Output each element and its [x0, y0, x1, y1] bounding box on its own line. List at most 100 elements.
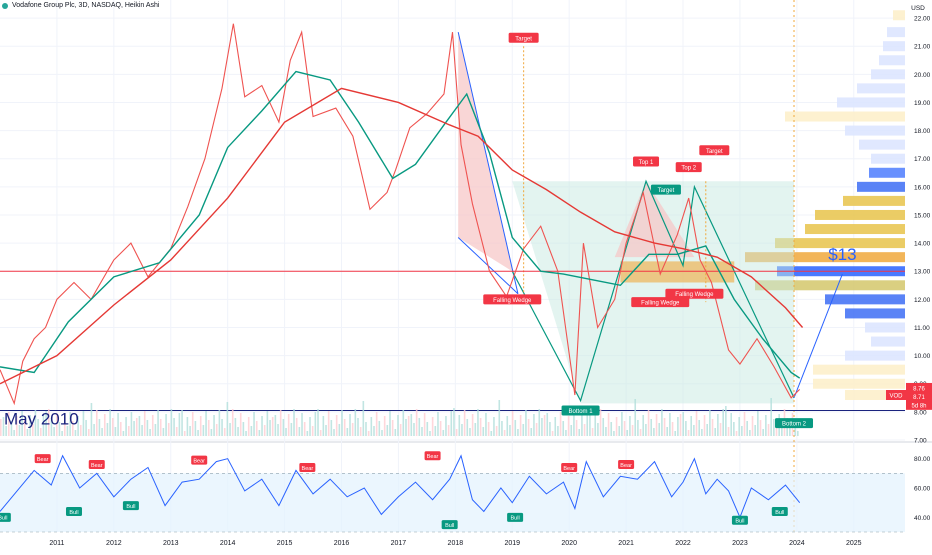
volume-bar: [303, 422, 306, 436]
rsi-signal-label: Bear: [620, 463, 632, 469]
volume-bar: [775, 428, 778, 436]
volume-bar: [639, 429, 642, 436]
x-tick-label: 2011: [49, 540, 64, 547]
volume-bar: [485, 413, 487, 436]
y-tick-label: 20.00: [914, 72, 931, 79]
volume-profile-bar: [859, 139, 905, 150]
volume-profile-bar: [871, 69, 905, 80]
volume-bar: [111, 418, 114, 436]
y-tick-label: 17.00: [914, 156, 931, 163]
volume-bar: [367, 431, 370, 436]
volume-bar: [477, 409, 479, 436]
rsi-signal-tag: [424, 451, 441, 461]
rsi-tick-label: 40.00: [914, 515, 931, 522]
volume-bar: [178, 413, 181, 436]
volume-bar: [426, 422, 429, 436]
annotation-tag: [775, 418, 814, 429]
volume-bar: [722, 409, 724, 436]
volume-bar: [493, 417, 495, 436]
volume-bar: [583, 424, 586, 436]
rsi-signal-tag: [0, 512, 11, 522]
volume-bar: [221, 419, 223, 436]
symbol-header[interactable]: Vodafone Group Plc, 3D, NASDAQ, Heikin A…: [2, 2, 159, 9]
volume-bar: [87, 429, 90, 436]
volume-bar: [522, 424, 525, 436]
rsi-signal-tag: [299, 462, 316, 472]
volume-bar: [229, 423, 231, 436]
volume-bar: [455, 429, 458, 436]
volume-bar: [183, 431, 186, 436]
volume-bar: [501, 421, 503, 436]
y-tick-label: 15.00: [914, 212, 931, 219]
volume-bar: [55, 413, 58, 436]
volume-bar: [234, 418, 237, 436]
volume-bar: [71, 421, 74, 436]
volume-bar: [378, 421, 381, 436]
volume-profile-bar: [815, 209, 905, 220]
volume-profile-bar: [837, 97, 905, 108]
volume-bar: [533, 414, 535, 436]
rsi-signal-tag: [441, 520, 458, 530]
y-tick-label: 8.00: [914, 409, 927, 416]
volume-bar: [530, 428, 533, 436]
volume-bar: [535, 423, 538, 436]
volume-bar: [599, 409, 602, 436]
x-tick-label: 2023: [732, 540, 748, 547]
start-date-label: May 2010: [4, 410, 79, 429]
volume-bar: [103, 414, 106, 436]
x-tick-label: 2020: [561, 540, 577, 547]
volume-bar: [314, 412, 317, 436]
volume-bar: [263, 425, 266, 436]
volume-bar: [125, 417, 127, 436]
volume-bar: [458, 415, 461, 436]
volume-bar: [333, 429, 335, 436]
volume-bar: [258, 430, 261, 436]
volume-bar: [34, 410, 37, 436]
rsi-signal-label: Bear: [302, 466, 314, 472]
price-marker: [906, 391, 932, 402]
volume-bar: [570, 425, 573, 436]
volume-bar: [613, 431, 615, 436]
volume-bar: [743, 412, 746, 436]
volume-bar: [623, 421, 626, 436]
volume-profile-bar: [857, 181, 905, 192]
volume-bar: [495, 426, 498, 436]
annotation-label: Target: [706, 149, 723, 155]
annotation-tag: [561, 405, 600, 416]
volume-bar: [37, 419, 39, 436]
volume-bar: [581, 415, 583, 436]
volume-bar: [114, 427, 117, 436]
volume-bar: [261, 416, 263, 436]
volume-bar: [762, 429, 764, 436]
volume-bar: [106, 423, 109, 436]
volume-bar: [466, 419, 469, 436]
volume-bar: [690, 416, 693, 436]
volume-bar: [343, 419, 346, 436]
price-target-label: $13: [828, 245, 856, 264]
annotation-label: Falling Wedge: [675, 292, 714, 298]
volume-bar: [402, 410, 405, 436]
volume-bar: [31, 424, 34, 436]
volume-bar: [511, 411, 514, 436]
volume-bar: [589, 407, 591, 436]
volume-bar: [421, 427, 423, 436]
volume-bar: [159, 419, 162, 436]
volume-bar: [509, 425, 511, 436]
volume-bar: [133, 421, 135, 436]
volume-bar: [250, 426, 253, 436]
volume-profile-bar: [843, 195, 905, 206]
volume-bar: [407, 416, 410, 436]
volume-bar: [695, 411, 698, 436]
volume-bar: [151, 415, 154, 436]
volume-bar: [351, 423, 354, 436]
volume-bar: [674, 431, 677, 436]
volume-bar: [445, 416, 447, 436]
annotation-label: Bottom 2: [782, 422, 807, 428]
volume-bar: [226, 402, 229, 436]
volume-bar: [389, 411, 391, 436]
volume-bar: [781, 423, 783, 436]
volume-bar: [605, 427, 607, 436]
x-tick-label: 2016: [334, 540, 350, 547]
volume-bar: [618, 426, 621, 436]
